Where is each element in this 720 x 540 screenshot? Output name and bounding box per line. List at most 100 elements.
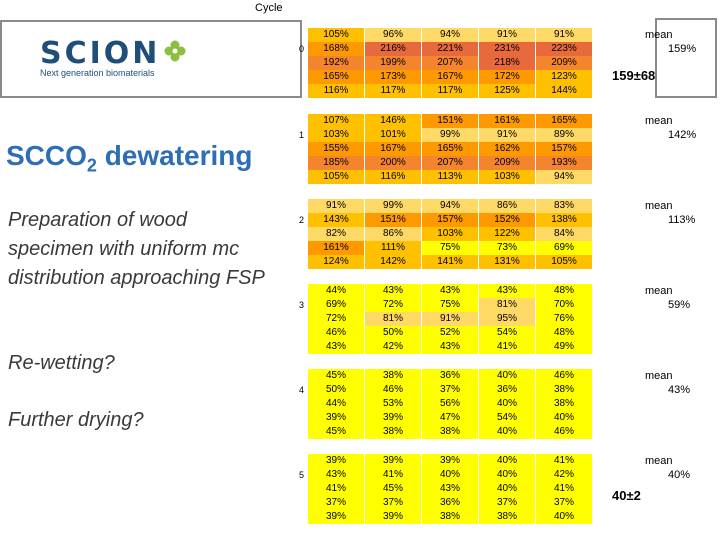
mc-cell: 82% — [308, 227, 365, 241]
mc-cell: 39% — [421, 454, 479, 468]
mc-cell: 99% — [421, 128, 479, 142]
mc-cell: 41% — [478, 340, 536, 354]
mc-cell: 165% — [308, 70, 365, 84]
mean-value: 43% — [668, 384, 691, 396]
cycle-number: 2 — [299, 215, 305, 225]
mc-cell: 47% — [421, 411, 479, 425]
mc-grid: 39% 39% 39% 40% 41% 43% 41% 40% 40% 42% 41% 45% 43% 4… — [308, 454, 592, 524]
mc-cell: 56% — [421, 397, 479, 411]
mc-cell: 81% — [478, 298, 536, 312]
mc-cell: 50% — [308, 383, 365, 397]
table-row: 185% 200% 207% 209% 193% — [308, 156, 592, 170]
mc-cell: 185% — [308, 156, 365, 170]
mc-cell: 91% — [421, 312, 479, 326]
mc-cell: 84% — [535, 227, 592, 241]
cycle-number: 3 — [299, 300, 305, 310]
logo-name: SCION — [40, 36, 161, 71]
mean-label: mean — [645, 370, 673, 382]
mc-cell: 117% — [364, 84, 422, 98]
mc-cell: 131% — [478, 255, 536, 269]
mc-cell: 39% — [364, 510, 422, 524]
mc-cell: 146% — [364, 114, 422, 128]
mc-grid: 45% 38% 36% 40% 46% 50% 46% 37% 36% 38% 44% 53% 56% 4… — [308, 369, 592, 439]
mc-cell: 39% — [364, 454, 422, 468]
mean-value: 142% — [668, 129, 697, 141]
mean-label: mean — [645, 115, 673, 127]
mc-cell: 157% — [535, 142, 592, 156]
table-row: 45% 38% 36% 40% 46% — [308, 369, 592, 383]
mc-cell: 73% — [478, 241, 536, 255]
mc-cell: 72% — [364, 298, 422, 312]
title-rest: dewatering — [96, 140, 253, 171]
mc-cell: 53% — [364, 397, 422, 411]
mc-cell: 43% — [421, 284, 479, 298]
mc-cell: 91% — [308, 199, 365, 213]
mc-cell: 43% — [364, 284, 422, 298]
mean-value: 59% — [668, 299, 691, 311]
mc-cell: 144% — [535, 84, 592, 98]
mc-cell: 173% — [364, 70, 422, 84]
mc-cell: 46% — [535, 369, 592, 383]
top-mean-callout: 159±68 — [612, 68, 656, 83]
mc-cell: 69% — [308, 298, 365, 312]
mean-label: mean — [645, 455, 673, 467]
mc-grid: 44% 43% 43% 43% 48% 69% 72% 75% 81% 70% 72% 81% 91% 9… — [308, 284, 592, 354]
logo-box — [0, 20, 302, 98]
table-row: 116% 117% 117% 125% 144% — [308, 84, 592, 98]
mc-cell: 94% — [421, 199, 479, 213]
mc-cell: 94% — [421, 28, 479, 42]
table-row: 105% 116% 113% 103% 94% — [308, 170, 592, 184]
mc-grid: 105% 96% 94% 91% 91% 168% 216% 221% 231% 223% 192%… — [308, 28, 592, 98]
mc-cell: 40% — [478, 369, 536, 383]
mc-cell: 209% — [478, 156, 536, 170]
mc-cell: 37% — [308, 496, 365, 510]
mc-cell: 143% — [308, 213, 365, 227]
table-row: 39% 39% 39% 40% 41% — [308, 454, 592, 468]
mc-cell: 103% — [478, 170, 536, 184]
mc-cell: 40% — [421, 468, 479, 482]
mc-cell: 40% — [535, 510, 592, 524]
mc-cell: 45% — [308, 425, 365, 439]
mc-cell: 40% — [478, 454, 536, 468]
mc-cell: 95% — [478, 312, 536, 326]
mc-cell: 70% — [535, 298, 592, 312]
mc-cell: 52% — [421, 326, 479, 340]
table-row: 192% 199% 207% 218% 209% — [308, 56, 592, 70]
mc-cell: 43% — [421, 340, 479, 354]
mc-cell: 37% — [364, 496, 422, 510]
mc-cell: 43% — [478, 284, 536, 298]
mc-grid: 91% 99% 94% 86% 83% 143% 151% 157% 152% 138% 82% 86… — [308, 199, 592, 269]
mc-cell: 207% — [421, 56, 479, 70]
table-row: 91% 99% 94% 86% 83% — [308, 199, 592, 213]
mc-cell: 101% — [364, 128, 422, 142]
mc-cell: 72% — [308, 312, 365, 326]
mc-cell: 83% — [535, 199, 592, 213]
table-row: 44% 43% 43% 43% 48% — [308, 284, 592, 298]
mc-cell: 45% — [308, 369, 365, 383]
mc-cell: 43% — [421, 482, 479, 496]
mc-cell: 69% — [535, 241, 592, 255]
mc-cell: 116% — [308, 84, 365, 98]
mc-cell: 37% — [421, 383, 479, 397]
mc-cell: 165% — [535, 114, 592, 128]
mc-cell: 38% — [535, 383, 592, 397]
mc-cell: 75% — [421, 298, 479, 312]
mc-cell: 91% — [478, 128, 536, 142]
mc-cell: 36% — [421, 369, 479, 383]
mc-cell: 193% — [535, 156, 592, 170]
mc-cell: 123% — [535, 70, 592, 84]
mc-cell: 157% — [421, 213, 479, 227]
mc-cell: 39% — [308, 454, 365, 468]
mc-cell: 50% — [364, 326, 422, 340]
mc-cell: 124% — [308, 255, 365, 269]
title-subscript: 2 — [86, 155, 97, 176]
mc-cell: 43% — [308, 468, 365, 482]
mc-cell: 38% — [535, 397, 592, 411]
logo-tagline: Next generation biomaterials — [40, 68, 155, 78]
mc-cell: 86% — [478, 199, 536, 213]
mc-cell: 54% — [478, 326, 536, 340]
mc-cell: 151% — [364, 213, 422, 227]
table-row: 45% 38% 38% 40% 46% — [308, 425, 592, 439]
table-row: 82% 86% 103% 122% 84% — [308, 227, 592, 241]
mc-cell: 161% — [478, 114, 536, 128]
